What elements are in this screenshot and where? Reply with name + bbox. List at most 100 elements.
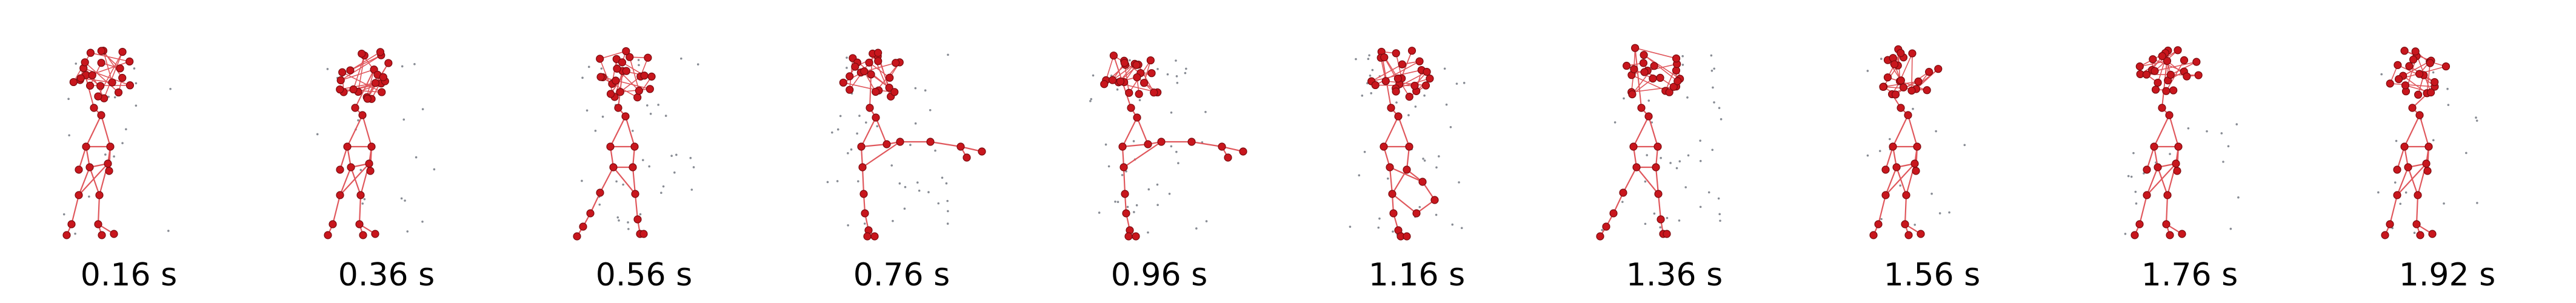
point-cloud-dot [1121,174,1124,176]
joint-marker [1412,209,1421,218]
point-cloud-dot [1185,67,1187,70]
point-cloud-dot [1710,69,1713,72]
joint-marker [978,147,986,156]
bone-line [1112,63,1135,81]
bone-line [634,193,639,220]
joint-marker [62,231,71,239]
joint-marker [870,232,879,241]
joint-marker [346,66,355,75]
joint-marker [872,113,880,122]
joint-marker [2408,104,2417,112]
bone-line [2146,167,2159,196]
point-cloud-dot [664,115,667,117]
joint-marker [1640,51,1648,59]
joint-marker [1392,49,1400,58]
joint-marker [2192,58,2201,66]
bone-line [2146,146,2155,170]
point-cloud-dot [357,119,359,122]
point-cloud-dot [363,198,366,201]
joint-marker [1403,232,1411,241]
point-cloud-dot [1458,181,1460,184]
joint-marker [1874,220,1883,228]
joint-marker [1127,104,1135,112]
point-cloud-dot [2135,202,2138,205]
bone-line [88,167,101,196]
bone-line [1655,167,1660,195]
bone-line [632,167,636,195]
joint-marker [633,215,642,224]
bone-line [600,76,638,98]
bone-line [342,72,382,93]
point-cloud-dot [946,222,949,225]
joint-marker [1405,93,1413,101]
bone-line [1895,71,1930,95]
joint-marker [363,95,372,103]
point-cloud-dot [600,67,603,70]
bone-line [1895,167,1907,196]
bone-line [1123,141,1162,168]
joint-marker [376,48,385,56]
joint-marker [97,111,105,119]
point-cloud-dot [421,108,424,110]
bone-line [2157,167,2169,196]
bone-line [361,115,373,147]
point-cloud-dot [1659,226,1662,229]
point-cloud-dot [1370,92,1373,95]
point-cloud-dot [113,155,115,158]
point-cloud-dot [2404,191,2407,194]
point-cloud-dot [1621,201,1624,203]
joint-marker [609,163,618,171]
joint-marker [1881,191,1890,199]
point-cloud-dot [62,213,65,216]
bone-line [340,69,375,81]
point-cloud-dot [1878,150,1881,152]
joint-marker [596,188,604,197]
joint-marker [639,230,648,238]
point-cloud-dot [1463,82,1466,84]
point-cloud-dot [1177,162,1180,165]
point-cloud-dot [2229,227,2232,230]
point-cloud-dot [121,142,124,144]
point-cloud-dot [167,230,170,232]
point-cloud-dot [696,63,699,66]
joint-marker [861,209,869,218]
bone-line [1397,116,1410,147]
point-cloud-dot [75,62,78,65]
joint-marker [1146,56,1155,65]
bone-line [861,167,865,195]
joint-marker [2411,47,2420,56]
frame-panel: 1.76 s [2061,0,2318,303]
point-cloud-dot [1423,94,1426,97]
point-cloud-dot [1460,227,1463,230]
skeleton-figure [2377,47,2478,239]
joint-marker [1897,48,1905,58]
point-cloud-dot [1418,205,1421,208]
joint-marker [1239,147,1247,156]
bone-line [1632,78,1653,95]
point-cloud-dot [1135,204,1138,207]
bone-line [78,146,87,170]
joint-marker [1381,77,1390,85]
joint-marker [1913,142,1921,151]
joint-marker [351,104,359,112]
joint-marker [2151,67,2159,75]
joint-marker [2414,90,2423,99]
point-cloud-dot [415,156,418,159]
bone-line [862,141,901,168]
bone-line [2165,195,2169,225]
joint-marker [2381,231,2389,239]
point-cloud-dot [586,109,589,112]
joint-marker [2401,81,2410,90]
bone-line [339,82,376,90]
joint-marker [2422,159,2431,168]
joint-marker [2431,78,2439,87]
joint-marker [892,59,900,67]
point-cloud-dot [839,115,842,118]
point-cloud-dot [1646,154,1649,156]
joint-marker [1133,73,1141,82]
skeleton-figure [1089,52,1247,241]
joint-marker [2151,85,2160,94]
joint-marker [1403,165,1411,174]
joint-marker [1224,153,1232,162]
bone-line [2396,146,2406,170]
